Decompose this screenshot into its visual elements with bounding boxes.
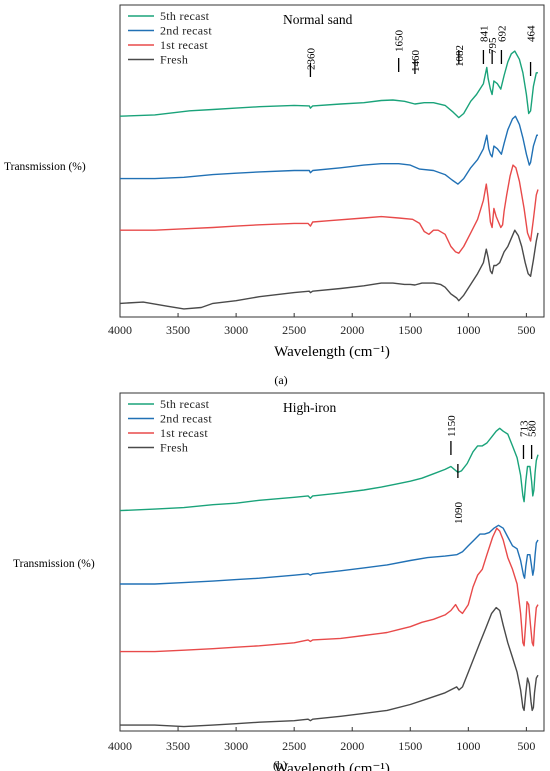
x-axis-label-a: Wavelength (cm⁻¹)	[274, 344, 390, 360]
x-tick-label: 3500	[166, 739, 190, 753]
x-tick-label: 3000	[224, 739, 248, 753]
legend-label: 1st recast	[160, 38, 208, 52]
chart-title-b: High-iron	[283, 400, 336, 415]
series-line-2nd-recast	[120, 115, 538, 185]
peak-label-841: 841	[478, 26, 490, 43]
series-group-b	[119, 427, 539, 728]
x-tick-label: 500	[517, 323, 535, 337]
panel-a: Transmission (%) Normal sand Wavelength …	[4, 4, 545, 387]
x-ticks-a: 4000 3500 3000 2500 2000 1500 1000 500	[108, 313, 535, 337]
peak-label-692: 692	[496, 26, 508, 43]
x-tick-label: 4000	[108, 739, 132, 753]
x-tick-label: 1000	[456, 323, 480, 337]
x-tick-label: 500	[517, 739, 535, 753]
series-group-a	[119, 50, 539, 310]
peak-label-1460: 1460	[410, 50, 422, 73]
x-tick-label: 1500	[398, 323, 422, 337]
peak-label-464: 464	[526, 25, 538, 42]
series-line-1st-recast	[120, 164, 539, 254]
y-axis-label-b: Transmission (%)	[13, 558, 95, 570]
x-tick-label: 2500	[282, 739, 306, 753]
peak-label-580: 580	[527, 420, 539, 437]
legend-label: 1st recast	[160, 426, 208, 440]
peak-label-1090: 1090	[453, 502, 465, 525]
peak-label-1082: 1082	[454, 45, 466, 67]
peak-label-2360: 2360	[305, 48, 317, 71]
peak-label-795: 795	[487, 37, 499, 54]
x-axis-label-b: Wavelength (cm⁻¹)	[274, 761, 390, 771]
peak-label-713: 713	[518, 420, 530, 437]
panel-label-b: (b)	[273, 758, 287, 771]
plot-frame-a	[119, 4, 545, 318]
peak-label-1650: 1650	[394, 30, 406, 53]
y-axis-label-a: Transmission (%)	[4, 161, 86, 173]
x-tick-label: 3500	[166, 323, 190, 337]
x-tick-label: 2500	[282, 323, 306, 337]
legend-label: 2nd recast	[160, 24, 212, 38]
x-tick-label: 4000	[108, 323, 132, 337]
x-tick-label: 3000	[224, 323, 248, 337]
legend-label: Fresh	[160, 441, 188, 455]
plot-frame-b	[119, 392, 545, 732]
series-line-5th-recast	[119, 50, 538, 119]
legend-label: 5th recast	[160, 9, 210, 23]
peak-label-1150: 1150	[446, 415, 458, 437]
series-line-fresh	[120, 606, 539, 728]
series-line-fresh	[119, 229, 539, 310]
chart-title-a: Normal sand	[283, 12, 353, 27]
panel-b: Transmission (%) High-iron Wavelength (c…	[13, 392, 545, 771]
x-tick-label: 1500	[398, 739, 422, 753]
legend-label: 5th recast	[160, 397, 210, 411]
series-line-5th-recast	[119, 427, 539, 512]
legend-label: Fresh	[160, 53, 188, 67]
series-line-1st-recast	[120, 527, 539, 653]
series-line-2nd-recast	[120, 524, 539, 585]
x-tick-label: 1000	[456, 739, 480, 753]
x-tick-label: 2000	[340, 739, 364, 753]
legend-label: 2nd recast	[160, 412, 212, 426]
panel-label-a: (a)	[274, 373, 287, 387]
x-ticks-b: 4000 3500 3000 2500 2000 1500 1000 500	[108, 727, 535, 753]
x-tick-label: 2000	[340, 323, 364, 337]
